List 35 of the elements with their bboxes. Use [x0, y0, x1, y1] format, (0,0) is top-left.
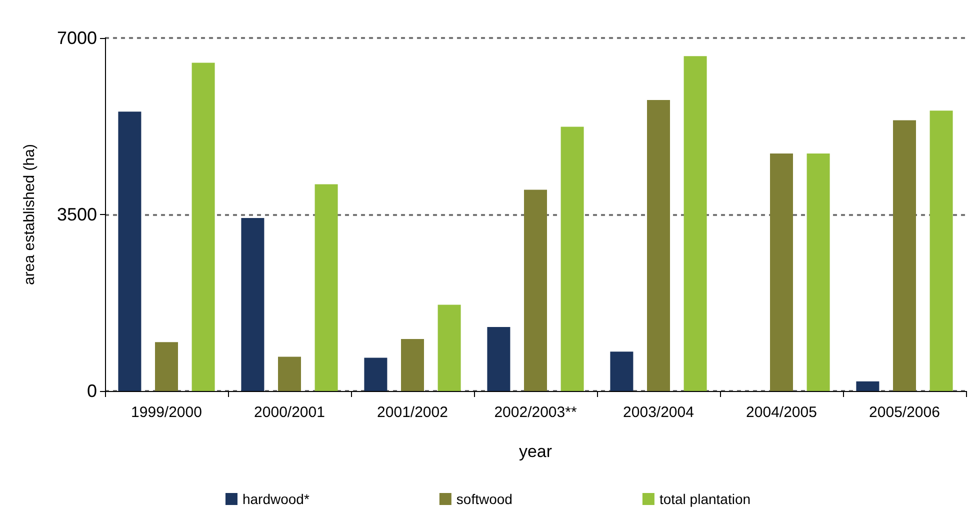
x-tick-label: 2000/2001 [254, 404, 325, 421]
bar [856, 381, 880, 391]
bar [524, 190, 547, 391]
bar [401, 339, 424, 391]
x-axis-title: year [518, 442, 552, 461]
bar [487, 326, 510, 391]
bar [560, 126, 584, 391]
bar [684, 56, 707, 391]
legend-label: total plantation [659, 491, 751, 507]
x-tick-label: 2001/2002 [377, 404, 448, 421]
x-tick-label: 2003/2004 [623, 404, 694, 421]
legend-label: hardwood* [242, 491, 310, 507]
legend-label: softwood [456, 491, 512, 507]
bar [647, 100, 670, 391]
bar [610, 352, 634, 391]
bar [278, 356, 301, 391]
x-tick-label: 2004/2005 [746, 404, 817, 421]
bar [192, 62, 215, 391]
bar [438, 304, 461, 391]
bar [770, 153, 793, 391]
bar [893, 120, 916, 391]
x-tick-label: 2005/2006 [869, 404, 940, 421]
bar [118, 112, 142, 391]
bar [314, 184, 338, 391]
y-tick-label: 7000 [56, 28, 97, 48]
bar [930, 110, 953, 391]
y-axis-title: area established (ha) [21, 144, 38, 285]
x-tick-label: 2002/2003** [494, 404, 577, 421]
bar [364, 358, 388, 391]
bar [155, 342, 178, 391]
x-tick-label: 1999/2000 [131, 404, 202, 421]
y-tick-label: 3500 [56, 204, 97, 224]
bar [241, 218, 264, 391]
y-tick-label: 0 [86, 381, 97, 401]
bar [806, 153, 830, 391]
